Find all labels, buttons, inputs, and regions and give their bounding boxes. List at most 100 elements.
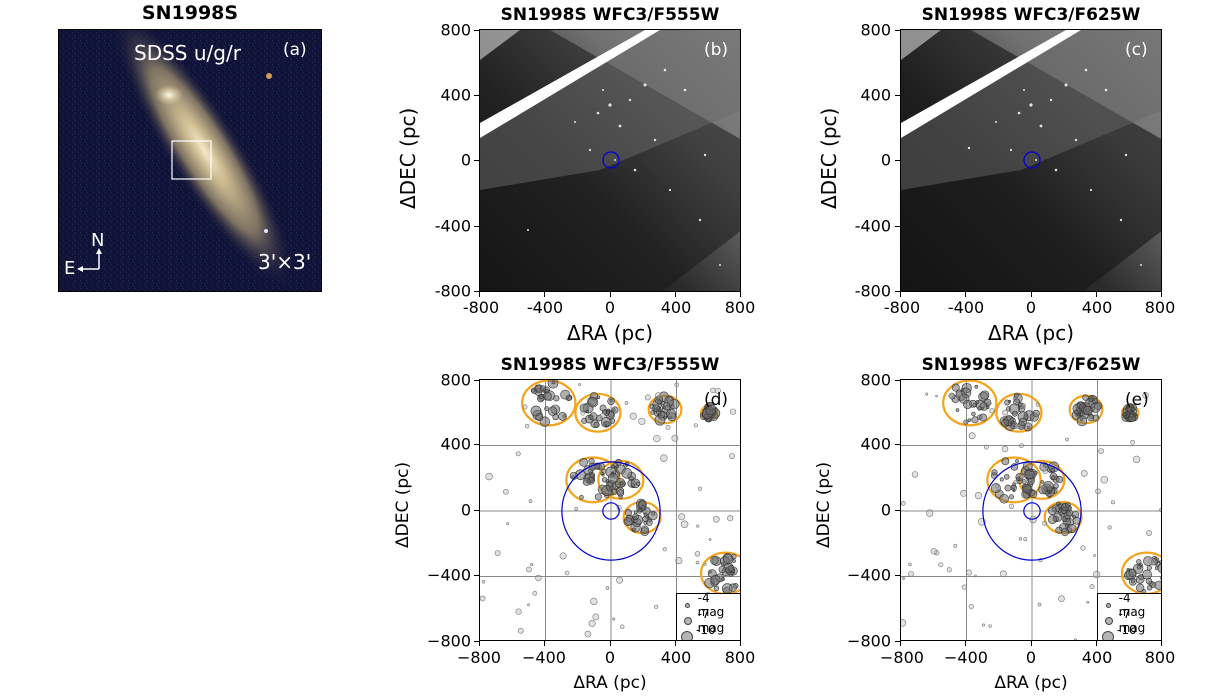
contour — [574, 392, 622, 433]
x-tick-mark — [1031, 641, 1032, 646]
y-tick-label: -800 — [434, 281, 471, 301]
star-marker — [668, 400, 673, 405]
star-marker — [654, 604, 659, 609]
star-marker — [1159, 507, 1161, 513]
x-tick-mark — [1161, 641, 1162, 646]
star-marker — [972, 402, 978, 408]
star-marker — [1148, 557, 1157, 566]
star-marker — [1039, 482, 1045, 489]
x-tick-mark — [479, 292, 480, 297]
star-marker — [1018, 417, 1027, 427]
star-marker — [979, 413, 988, 422]
panel-e-legend: -4 mag -7 mag -10 mag — [1097, 591, 1161, 640]
star-marker — [1128, 568, 1137, 577]
star-marker — [1107, 525, 1112, 530]
star-marker — [695, 560, 700, 565]
x-tick-label: −400 — [522, 648, 566, 667]
star-marker — [1035, 402, 1040, 407]
star-marker — [1042, 469, 1048, 475]
star-marker — [584, 630, 592, 638]
star-marker — [1128, 412, 1134, 418]
x-tick-label: 400 — [1081, 298, 1113, 317]
x-tick-mark — [740, 292, 741, 297]
star-marker — [527, 603, 530, 607]
star-marker — [930, 548, 938, 555]
y-tick-mark — [895, 160, 900, 161]
hst-f625w-image — [901, 30, 1161, 291]
star-marker — [960, 489, 968, 497]
star-marker — [1146, 565, 1152, 571]
y-tick-mark — [474, 30, 479, 31]
panel-c-letter: (c) — [1125, 40, 1148, 60]
panel-c-image: (c) — [900, 29, 1162, 292]
x-tick-label: 400 — [1081, 648, 1113, 667]
star-marker — [632, 527, 636, 532]
star-marker — [1004, 484, 1012, 492]
y-tick-label: −800 — [427, 631, 471, 651]
star-marker — [956, 391, 962, 397]
star-marker — [911, 471, 919, 478]
legend-marker-large — [681, 631, 693, 640]
legend-marker-small — [1106, 602, 1112, 608]
y-tick-label: -800 — [854, 281, 891, 301]
star-marker — [1126, 568, 1130, 572]
star-marker — [1146, 585, 1153, 591]
galaxy-image — [59, 30, 321, 291]
y-tick-mark — [895, 444, 900, 445]
star-marker — [579, 403, 589, 413]
legend-label: -10 mag — [1117, 623, 1144, 640]
star-marker — [1130, 439, 1135, 445]
star-marker — [729, 453, 735, 459]
star-marker — [485, 472, 493, 481]
x-tick-label: 0 — [1025, 298, 1037, 317]
x-tick-mark — [1031, 292, 1032, 297]
y-tick-label: 400 — [860, 85, 891, 105]
panel-c-title: SN1998S WFC3/F625W — [921, 5, 1141, 25]
star-marker — [990, 483, 1001, 494]
star-marker — [616, 489, 625, 497]
star-marker — [544, 389, 550, 394]
x-tick-label: −400 — [944, 648, 988, 667]
star-marker — [1080, 545, 1086, 551]
x-tick-mark — [479, 641, 480, 646]
star-marker — [1053, 483, 1059, 489]
legend-label: -7 mag — [697, 607, 725, 635]
y-tick-mark — [474, 510, 479, 511]
x-tick-label: −800 — [457, 648, 501, 667]
legend-label: -4 mag — [1118, 591, 1146, 619]
legend-marker-small — [685, 602, 691, 608]
star-marker — [1019, 443, 1024, 449]
star-marker — [1013, 392, 1019, 398]
star-marker — [580, 410, 586, 416]
panel-d-scatter — [480, 380, 740, 640]
x-tick-label: 0 — [604, 298, 616, 317]
star-marker — [515, 451, 521, 457]
star-marker — [661, 405, 666, 410]
star-marker — [592, 613, 600, 621]
star-marker — [1056, 475, 1064, 484]
star-marker — [1042, 520, 1047, 526]
star-marker — [1086, 600, 1090, 604]
panel-b-title: SN1998S WFC3/F555W — [500, 5, 720, 25]
star-marker — [1011, 422, 1016, 427]
star-marker — [515, 608, 522, 615]
sn-position-circle — [1023, 502, 1041, 520]
star-marker — [526, 566, 532, 573]
star-marker — [558, 412, 567, 421]
star-marker — [611, 464, 616, 469]
star-marker — [968, 603, 974, 610]
star-marker — [1058, 595, 1065, 602]
star-marker — [611, 489, 618, 495]
star-marker — [1136, 564, 1142, 570]
star-marker — [1154, 580, 1161, 590]
star-marker — [480, 595, 486, 602]
x-tick-mark — [740, 641, 741, 646]
star-marker — [951, 383, 960, 392]
sn-position-circle — [561, 461, 661, 561]
star-marker — [974, 574, 977, 578]
star-marker — [1014, 423, 1021, 429]
star-marker — [645, 515, 649, 519]
legend-marker-medium — [683, 617, 692, 625]
star-marker — [590, 597, 598, 606]
star-marker — [607, 397, 615, 405]
